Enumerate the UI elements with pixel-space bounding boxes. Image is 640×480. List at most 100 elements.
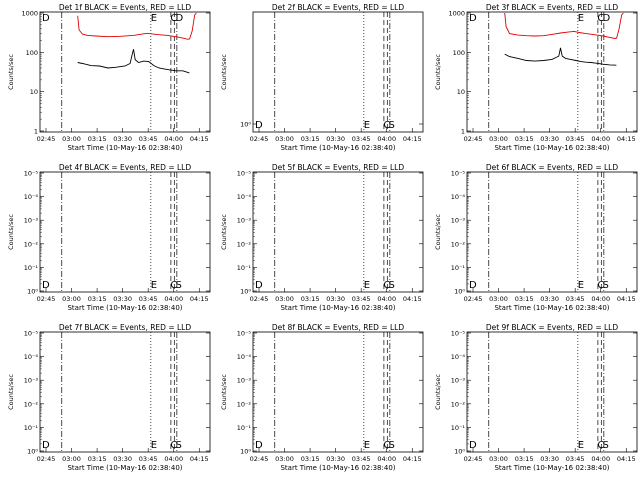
y-tick-label: 10⁰ <box>27 448 38 456</box>
x-tick-label: 04:15 <box>403 295 422 303</box>
y-tick-label: 10⁻⁴ <box>451 353 466 361</box>
x-tick-label: 03:00 <box>62 295 81 303</box>
x-tick-label: 03:15 <box>301 295 320 303</box>
marker-letter: D <box>602 13 610 24</box>
marker-letter: S <box>175 280 181 291</box>
marker-letter: C <box>597 280 604 291</box>
y-tick-label: 10⁻¹ <box>237 264 252 272</box>
y-tick-label: 10⁻¹ <box>451 424 466 432</box>
y-tick-label: 10 <box>30 88 38 96</box>
y-tick-label: 1000 <box>21 10 38 18</box>
panel-title: Det 1f BLACK = Events, RED = LLD <box>59 3 192 12</box>
marker-letter: E <box>151 13 157 24</box>
x-tick-label: 03:45 <box>566 135 585 143</box>
y-tick-label: 10⁻⁴ <box>451 193 466 201</box>
y-tick-label: 10⁻⁴ <box>237 193 252 201</box>
y-tick-label: 10⁻⁵ <box>24 330 39 338</box>
x-tick-label: 04:00 <box>377 455 396 463</box>
x-tick-label: 04:15 <box>617 455 636 463</box>
x-tick-label: 03:00 <box>275 295 294 303</box>
x-tick-label: 04:15 <box>617 295 636 303</box>
x-tick-label: 02:45 <box>464 455 483 463</box>
y-tick-label: 10⁰ <box>454 288 465 296</box>
detector-panel-5: Det 5f BLACK = Events, RED = LLD 10⁰ 10⁻¹ 1… <box>220 163 424 312</box>
x-tick-label: 03:00 <box>275 455 294 463</box>
y-tick-label: 10⁻⁵ <box>24 170 39 178</box>
detector-panel-8: Det 8f BLACK = Events, RED = LLD 10⁰ 10⁻¹ 1… <box>220 323 424 472</box>
marker-letter: S <box>388 280 394 291</box>
marker-letter: S <box>388 120 394 131</box>
y-tick-label: 10⁻² <box>237 400 252 408</box>
panel-title: Det 8f BLACK = Events, RED = LLD <box>272 323 405 332</box>
x-axis-label: Start Time (10-May-16 02:38:40) <box>280 144 395 152</box>
y-tick-label: 100 <box>453 49 465 57</box>
x-tick-label: 03:45 <box>352 295 371 303</box>
detector-panel-6: Det 6f BLACK = Events, RED = LLD 10⁰ 10⁻¹ 1… <box>434 163 638 312</box>
x-tick-label: 03:45 <box>139 455 158 463</box>
marker-letter: C <box>170 440 177 451</box>
x-tick-label: 03:45 <box>139 295 158 303</box>
marker-letter: D <box>469 13 477 24</box>
y-tick-label: 10⁻¹ <box>24 424 39 432</box>
x-tick-label: 03:15 <box>515 455 534 463</box>
x-tick-label: 03:15 <box>515 295 534 303</box>
y-tick-label: 10⁻² <box>24 240 39 248</box>
x-tick-label: 03:30 <box>326 135 345 143</box>
detector-panel-9: Det 9f BLACK = Events, RED = LLD 10⁰ 10⁻¹ 1… <box>434 323 638 472</box>
x-axis-label: Start Time (10-May-16 02:38:40) <box>67 464 182 472</box>
marker-letter: S <box>175 440 181 451</box>
marker-letter: E <box>151 440 157 451</box>
marker-letter: C <box>170 280 177 291</box>
y-tick-label: 100 <box>26 49 38 57</box>
x-tick-label: 04:00 <box>164 455 183 463</box>
detector-panel-1: Det 1f BLACK = Events, RED = LLD 1 10 100 10… <box>7 3 211 152</box>
y-tick-label: 10⁻¹ <box>237 424 252 432</box>
marker-letter: S <box>602 280 608 291</box>
plot-frame <box>466 171 638 293</box>
y-tick-label: 10⁻³ <box>237 217 252 225</box>
y-tick-label: 1 <box>461 128 465 136</box>
x-tick-label: 03:15 <box>88 135 107 143</box>
y-axis-label: Counts/sec <box>7 214 15 250</box>
y-tick-label: 10⁻⁵ <box>237 170 252 178</box>
x-tick-label: 02:45 <box>37 135 56 143</box>
y-tick-label: 10⁰ <box>240 121 251 129</box>
marker-letter: E <box>578 13 584 24</box>
x-tick-label: 04:00 <box>591 135 610 143</box>
x-tick-label: 04:00 <box>377 135 396 143</box>
plot-frame <box>466 331 638 453</box>
x-axis-label: Start Time (10-May-16 02:38:40) <box>280 304 395 312</box>
x-tick-label: 03:00 <box>62 455 81 463</box>
marker-letter: E <box>364 440 370 451</box>
y-tick-label: 10⁰ <box>27 288 38 296</box>
panel-title: Det 5f BLACK = Events, RED = LLD <box>272 163 405 172</box>
x-tick-label: 04:00 <box>591 295 610 303</box>
x-tick-label: 02:45 <box>250 135 269 143</box>
series-events-line <box>77 49 190 74</box>
x-tick-label: 02:45 <box>250 455 269 463</box>
x-tick-label: 03:30 <box>540 135 559 143</box>
y-tick-label: 1 <box>34 128 38 136</box>
y-tick-label: 10⁰ <box>240 288 251 296</box>
x-tick-label: 03:30 <box>540 455 559 463</box>
marker-letter: D <box>469 280 477 291</box>
marker-letter: D <box>175 13 183 24</box>
detector-panel-4: Det 4f BLACK = Events, RED = LLD 10⁰ 10⁻¹ 1… <box>7 163 211 312</box>
y-tick-label: 10⁻⁴ <box>24 353 39 361</box>
detector-panel-3: Det 3f BLACK = Events, RED = LLD 1 10 100 10… <box>434 3 638 152</box>
marker-letter: C <box>170 13 177 24</box>
x-tick-label: 03:45 <box>352 135 371 143</box>
marker-letter: C <box>383 280 390 291</box>
y-tick-label: 10 <box>457 88 465 96</box>
y-axis-label: Counts/sec <box>7 54 15 90</box>
x-axis-label: Start Time (10-May-16 02:38:40) <box>494 304 609 312</box>
x-tick-label: 03:15 <box>301 455 320 463</box>
x-tick-label: 03:30 <box>540 295 559 303</box>
x-tick-label: 03:00 <box>489 135 508 143</box>
series-lld-line <box>504 12 624 39</box>
x-tick-label: 03:00 <box>489 295 508 303</box>
x-tick-label: 03:15 <box>301 135 320 143</box>
series-events-line <box>504 47 617 66</box>
plot-frame <box>39 171 211 293</box>
x-tick-label: 03:45 <box>566 455 585 463</box>
